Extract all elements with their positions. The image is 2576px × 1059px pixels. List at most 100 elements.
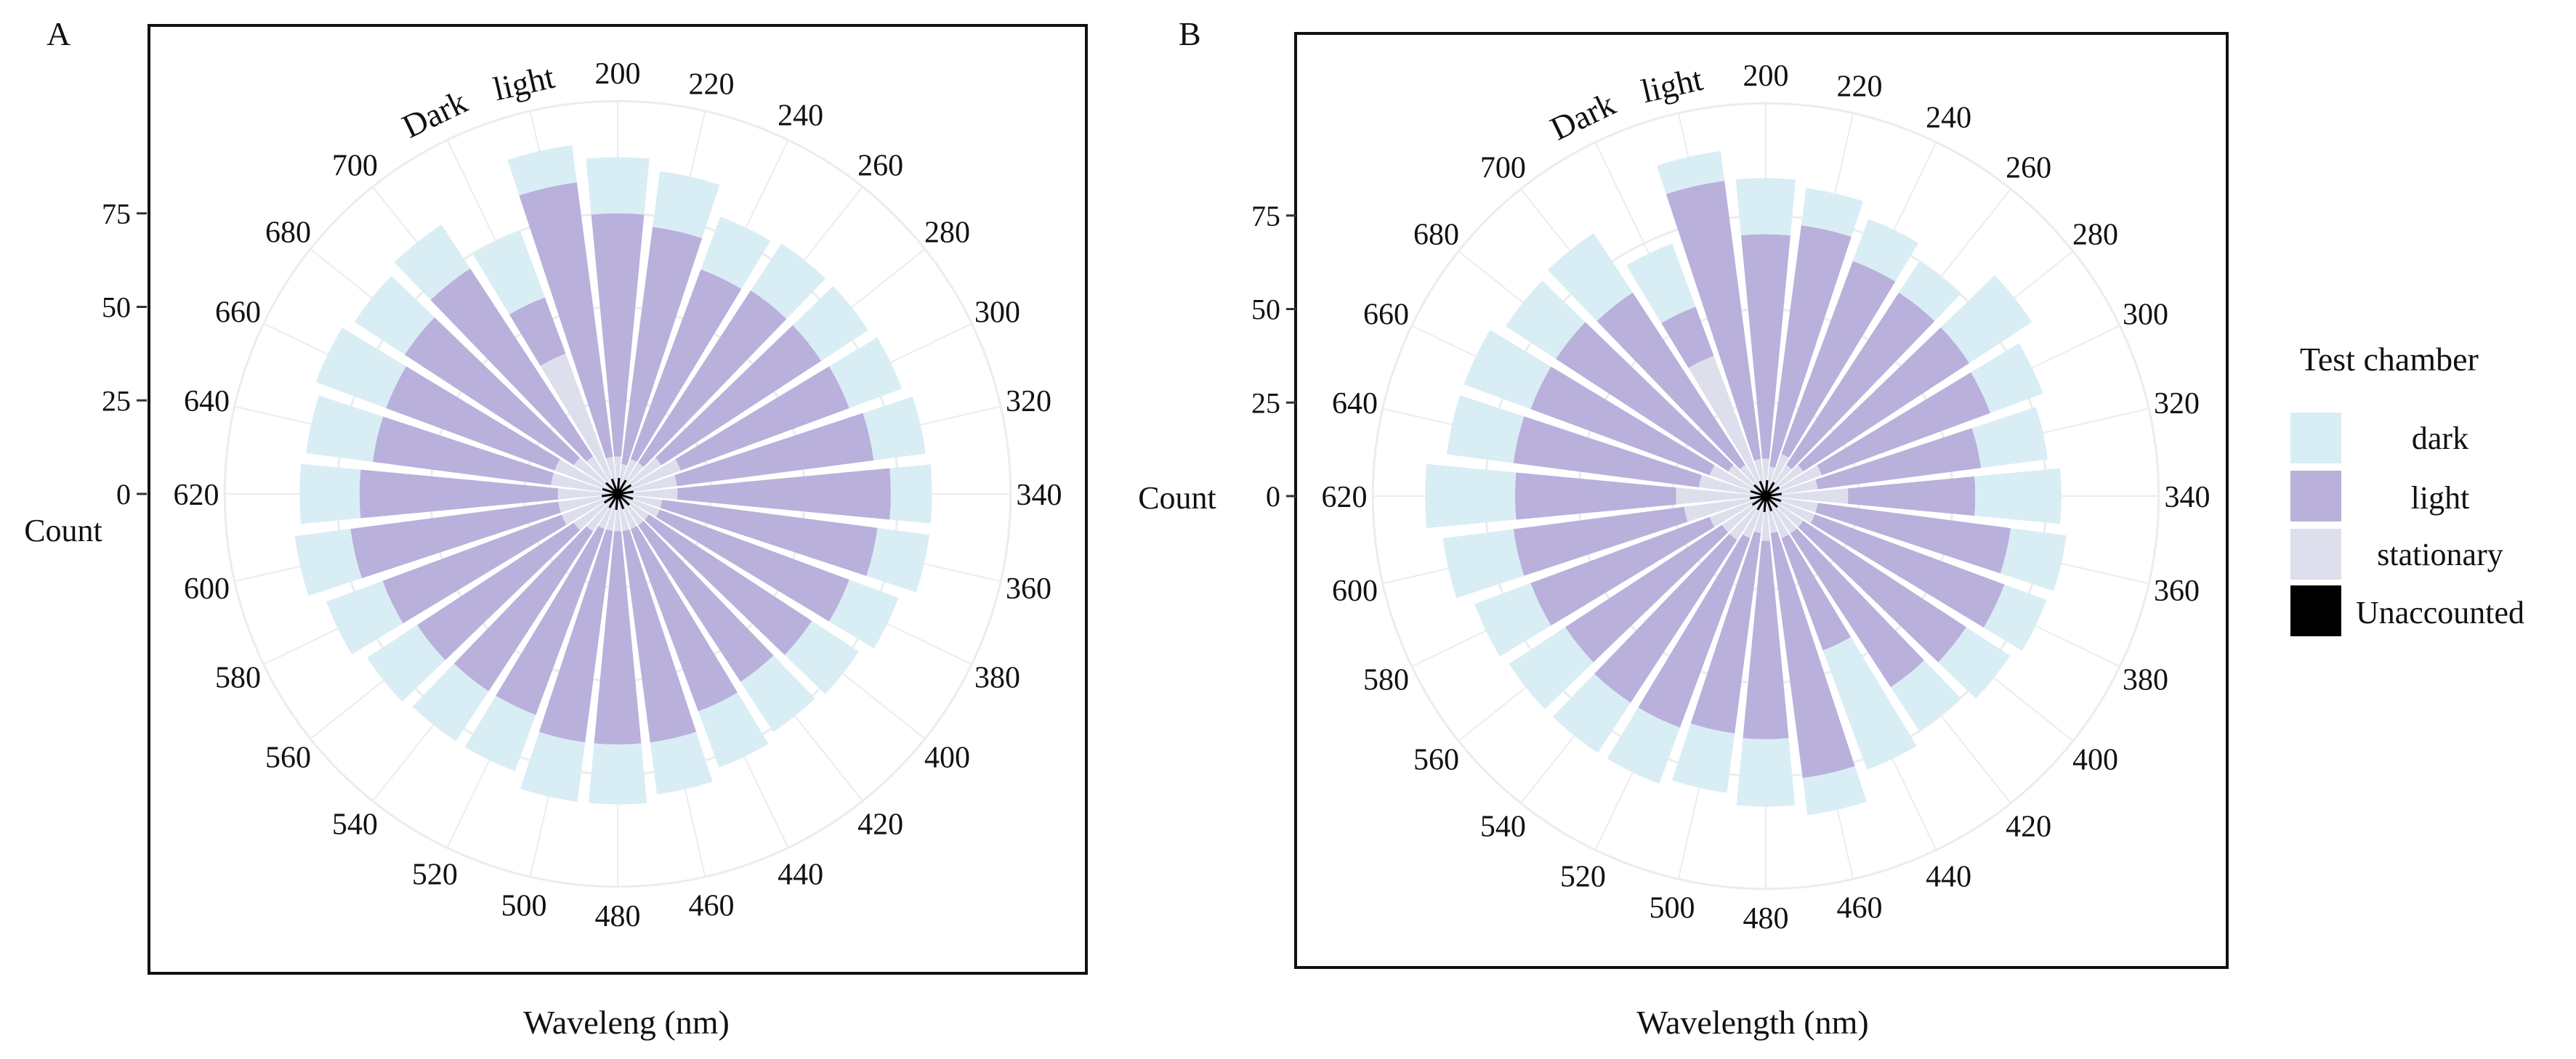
angle-label: 660 [1363,298,1409,331]
bar-segment-dark [1425,463,1517,529]
bar-segment-dark [1971,407,2048,468]
bar-segment-light [1513,506,1688,576]
bar-segment-stationary [618,488,678,500]
bar-segment-light [1790,528,1925,687]
bar-segment-light [1530,516,1715,626]
angle-label: 420 [2006,810,2051,843]
bar-segment-light [1514,472,1676,520]
angle-label: 560 [265,742,311,775]
bar-segment-light [496,526,605,715]
bar-segment-light [372,416,554,485]
angle-label: 240 [778,99,823,132]
bar-segment-dark [1938,627,2011,699]
angle-label: 640 [184,385,230,418]
bar-segment-light [453,526,594,691]
bar-segment-light [655,509,849,622]
bar-segment-dark [464,695,536,771]
angle-label: 520 [1560,861,1606,894]
angle-label: 300 [2123,298,2168,331]
bar-segment-dark [1971,343,2043,413]
legend: Test chamber dark light stationary Unacc… [2290,341,2524,636]
bar-segment-stationary [1766,465,1804,496]
unaccounted-mark [1765,486,1780,498]
bar-segment-light [1743,540,1789,739]
bar-segment-light [638,521,774,682]
angle-label: 360 [2154,575,2200,608]
angle-label: 600 [1332,575,1378,608]
y-axis-title: Count [24,513,102,548]
bar-segment-stationary [618,494,637,530]
unaccounted-mark [616,477,621,495]
bar-segment-light [1638,534,1751,728]
bar-segment-stationary [618,475,677,494]
unaccounted-mark [605,482,619,495]
bar-segment-light [404,317,581,466]
bar-segment-stationary [1729,496,1766,540]
bar-segment-light [1810,514,2005,628]
bar-segment-stationary [573,494,618,531]
bar-layer [294,145,932,805]
angle-label: 280 [924,216,970,249]
radial-ticks: 0 25 50 75 [1251,200,1296,513]
unaccounted-mark [616,479,627,495]
bar-segment-dark [784,620,859,694]
bar-segment-dark [520,731,586,802]
bar-segment-dark [586,157,650,215]
bar-segment-light [630,526,738,712]
bar-segment-stationary [1676,487,1766,505]
radial-tick-label: 0 [116,478,131,511]
bar-segment-light [519,182,613,459]
panel-a: A 200 220 240 260 280 300 320 340 360 380 400 420 44… [24,15,1088,1041]
unaccounted-mark [1764,482,1775,497]
bar-segment-stationary [618,459,681,494]
unaccounted-mark [615,493,619,511]
angle-label: 480 [595,900,641,933]
bar-segment-dark [394,224,471,301]
angle-label: 620 [174,479,219,512]
bar-segment-light [1596,292,1745,469]
legend-swatch [2290,471,2341,522]
bar-segment-dark [367,625,445,702]
panel-frame [148,24,1088,975]
bar-segment-light [382,514,567,624]
unaccounted-mark [617,490,634,495]
angle-label: 380 [2123,664,2168,697]
bar-segment-stationary [618,464,627,494]
bar-segment-stationary [605,494,618,532]
bar-segment-dark [1736,738,1796,807]
bar-segment-stationary [1766,465,1822,496]
bar-segment-stationary [1762,458,1769,496]
bar-segment-dark [740,655,815,732]
bar-segment-stationary [586,456,618,494]
bar-segment-light [417,522,581,660]
legend-item: Unaccounted [2290,585,2524,636]
bar-segment-stationary [586,494,618,532]
bar-segment-light [630,269,742,462]
bar-segment-dark [829,337,903,408]
unaccounted-mark [602,492,618,498]
radial-tick-label: 75 [1251,200,1280,232]
bar-segment-stationary [1766,496,1815,524]
radial-tick-label: 50 [1251,293,1280,326]
bar-segment-stationary [1766,496,1789,538]
bar-segment-light [638,290,787,467]
bar-segment-dark [792,285,868,361]
angle-label: 580 [215,662,261,695]
panel-frame [1294,32,2229,969]
bar-segment-dark [1671,723,1735,793]
bar-segment-light [1530,366,1715,476]
angle-label: 440 [1926,861,1971,894]
unaccounted-mark [1765,492,1782,498]
bar-segment-dark [299,463,361,524]
unaccounted-mark [1750,490,1767,498]
unaccounted-mark [1764,495,1778,508]
angle-label: 500 [501,889,546,922]
radial-tick-label: 50 [102,291,131,324]
angle-label: 220 [689,68,735,102]
bar-segment-dark [1442,529,1525,599]
bar-segment-light [1798,327,1970,472]
y-axis-title: Count [1138,480,1216,516]
bar-segment-stationary [618,462,644,494]
angle-label: 640 [1332,387,1378,421]
